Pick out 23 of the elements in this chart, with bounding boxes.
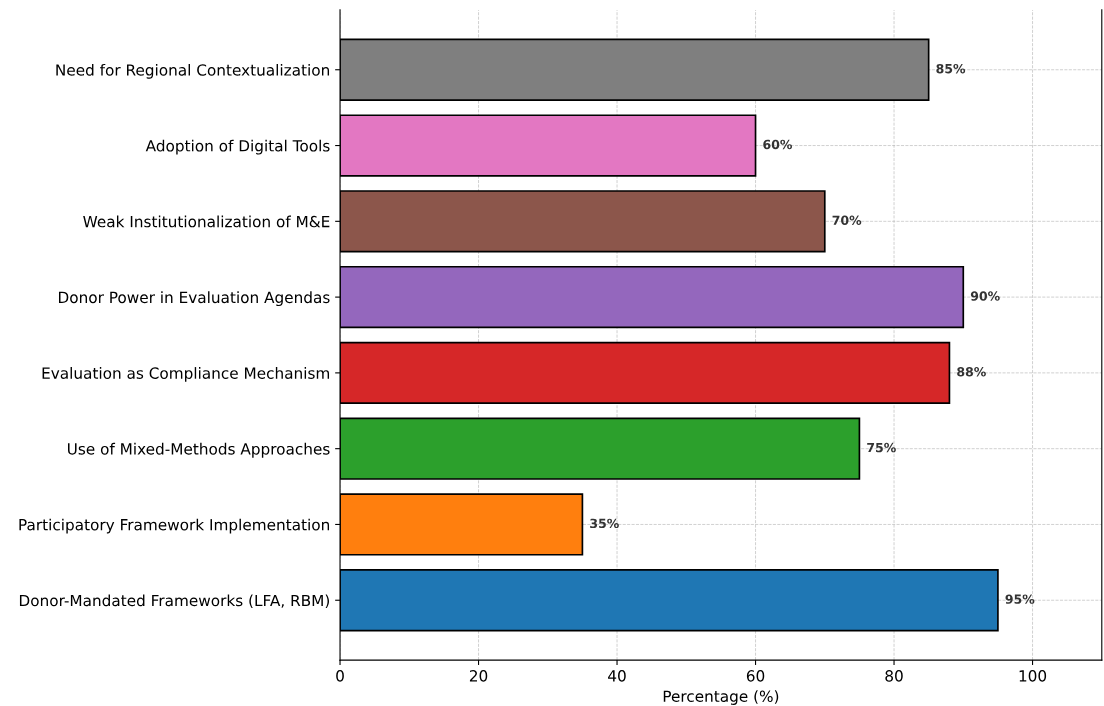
y-tick-label: Donor-Mandated Frameworks (LFA, RBM): [19, 594, 329, 609]
x-tick-label: 40: [608, 670, 626, 682]
x-axis-title: Percentage (%): [663, 690, 779, 705]
y-tick-label: Need for Regional Contextualization: [56, 63, 330, 79]
x-tick-label: 60: [746, 670, 765, 682]
data-label: 75%: [867, 442, 896, 453]
x-tick-label: 0: [336, 670, 344, 682]
data-label: 88%: [957, 367, 986, 377]
data-label: 35%: [590, 518, 619, 529]
data-label: 90%: [970, 291, 1000, 301]
y-tick-label: Evaluation as Compliance Mechanism: [42, 367, 330, 382]
data-label: 85%: [936, 63, 966, 74]
x-tick-label: 20: [469, 670, 488, 682]
x-tick-label: 100: [1019, 670, 1047, 682]
data-label: 95%: [1005, 594, 1035, 604]
y-tick-label: Adoption of Digital Tools: [145, 139, 330, 155]
data-label: 60%: [763, 139, 792, 150]
x-tick-label: 80: [885, 670, 903, 682]
y-tick-label: Participatory Framework Implementation: [19, 518, 330, 534]
data-label: 70%: [832, 215, 862, 225]
y-tick-label: Weak Institutionalization of M&E: [83, 215, 330, 228]
y-tick-label: Use of Mixed-Methods Approaches: [68, 442, 330, 458]
y-tick-label: Donor Power in Evaluation Agendas: [58, 291, 330, 307]
